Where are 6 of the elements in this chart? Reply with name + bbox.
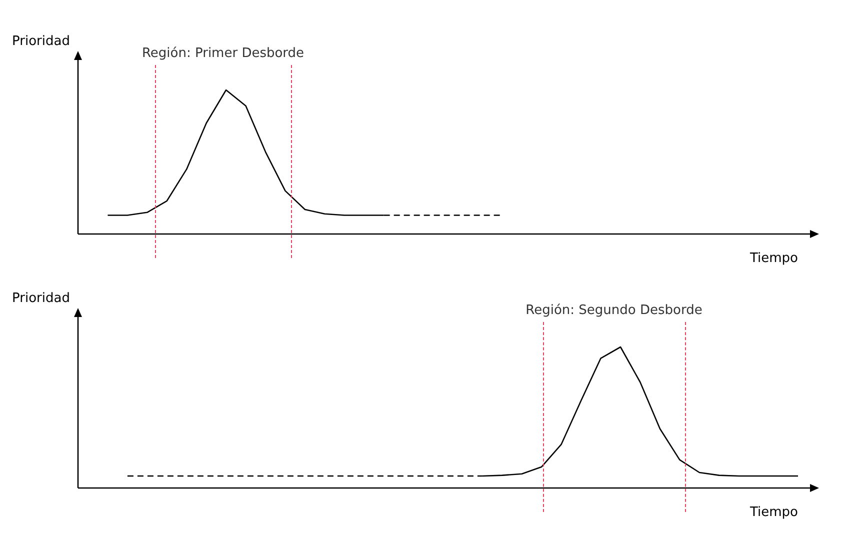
x-axis-title: Tiempo	[748, 505, 798, 520]
y-axis-title: Prioridad	[12, 291, 70, 306]
text: Región: Primer Desborde	[142, 46, 304, 61]
x-axis-title: Tiempo	[748, 251, 798, 266]
text: Región: Segundo Desborde	[526, 303, 702, 318]
y-axis-title: Prioridad	[12, 34, 70, 49]
